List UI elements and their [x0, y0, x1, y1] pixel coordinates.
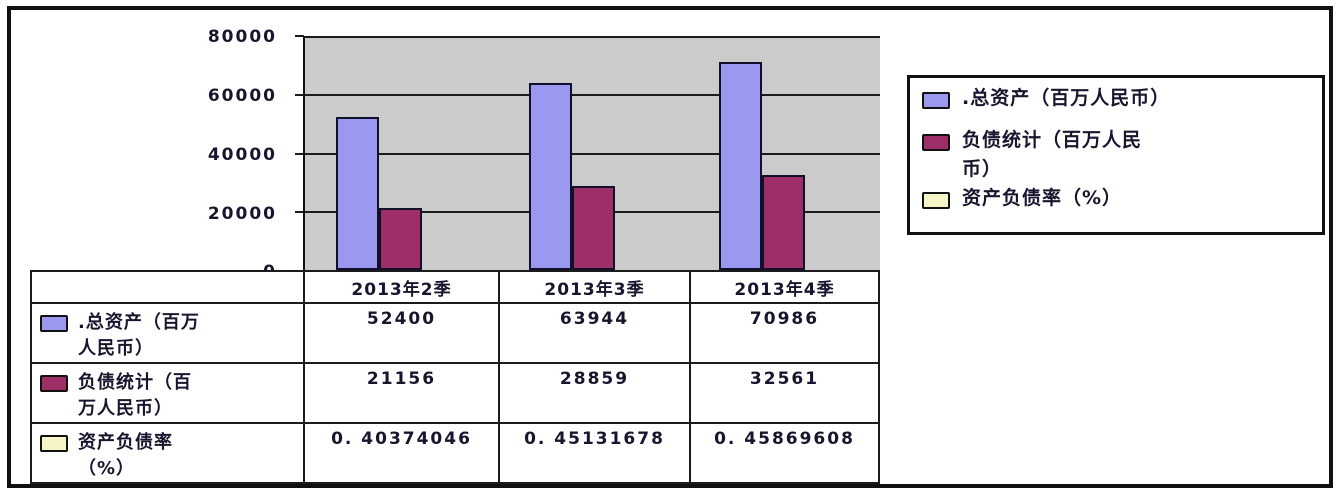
- series-label: 资产负债率 （%）: [78, 432, 173, 479]
- series-label: 负债统计（百 万人民币）: [78, 372, 192, 419]
- table-corner-blank: [30, 270, 305, 304]
- category-label: 2013年2季: [303, 270, 500, 304]
- gridline-60000: [305, 94, 880, 96]
- legend-item: 负债统计（百万人民 币）: [922, 126, 1142, 184]
- y-axis-tick: [295, 35, 304, 37]
- series-swatch: [40, 435, 68, 452]
- bar-series2-2013年4季: [761, 175, 805, 270]
- y-tick-label: 20000: [207, 204, 277, 224]
- table-value: 21156: [303, 362, 500, 424]
- gridline-40000: [305, 153, 880, 155]
- y-axis: 80000 60000 40000 20000 0: [170, 0, 277, 290]
- bar-series1-2013年4季: [718, 62, 762, 270]
- legend-swatch: [922, 192, 950, 209]
- table-value: 70986: [689, 302, 880, 364]
- table-row: 资产负债率 （%） 0. 40374046 0. 45131678 0. 4586…: [30, 422, 880, 484]
- y-axis-tick: [295, 153, 304, 155]
- chart-legend: .总资产（百万人民币） 负债统计（百万人民 币） 资产负债率（%）: [907, 75, 1325, 235]
- series-swatch: [40, 315, 68, 332]
- table-value: 0. 45131678: [498, 422, 691, 484]
- y-tick-label: 60000: [207, 86, 277, 106]
- table-value: 63944: [498, 302, 691, 364]
- legend-label: .总资产（百万人民币）: [962, 87, 1171, 109]
- table-value: 52400: [303, 302, 500, 364]
- series-label: .总资产（百万 人民币）: [78, 312, 200, 359]
- legend-swatch: [922, 134, 950, 151]
- legend-label: 资产负债率（%）: [962, 187, 1123, 209]
- table-row: .总资产（百万 人民币） 52400 63944 70986: [30, 302, 880, 364]
- bar-series1-2013年2季: [335, 117, 379, 270]
- legend-label: 负债统计（百万人民 币）: [962, 129, 1143, 180]
- legend-item: .总资产（百万人民币）: [922, 84, 1170, 113]
- plot-area: [303, 36, 880, 270]
- table-row: 负债统计（百 万人民币） 21156 28859 32561: [30, 362, 880, 424]
- data-table: 2013年2季 2013年3季 2013年4季 .总资产（百万 人民币） 5240…: [30, 270, 880, 484]
- series-label-cell: 资产负债率 （%）: [30, 422, 305, 484]
- series-swatch: [40, 375, 68, 392]
- category-label: 2013年3季: [498, 270, 691, 304]
- y-tick-label: 80000: [207, 27, 277, 47]
- table-value: 32561: [689, 362, 880, 424]
- legend-swatch: [922, 92, 950, 109]
- table-value: 0. 40374046: [303, 422, 500, 484]
- gridline-80000: [305, 36, 880, 38]
- bar-series1-2013年3季: [528, 83, 572, 270]
- y-axis-tick: [295, 211, 304, 213]
- table-value: 28859: [498, 362, 691, 424]
- category-header-row: 2013年2季 2013年3季 2013年4季: [30, 270, 880, 304]
- bar-series2-2013年3季: [571, 186, 615, 270]
- table-value: 0. 45869608: [689, 422, 880, 484]
- series-label-cell: .总资产（百万 人民币）: [30, 302, 305, 364]
- y-axis-tick: [295, 94, 304, 96]
- category-label: 2013年4季: [689, 270, 880, 304]
- bar-series2-2013年2季: [378, 208, 422, 270]
- y-tick-label: 40000: [207, 145, 277, 165]
- legend-item: 资产负债率（%）: [922, 184, 1122, 213]
- series-label-cell: 负债统计（百 万人民币）: [30, 362, 305, 424]
